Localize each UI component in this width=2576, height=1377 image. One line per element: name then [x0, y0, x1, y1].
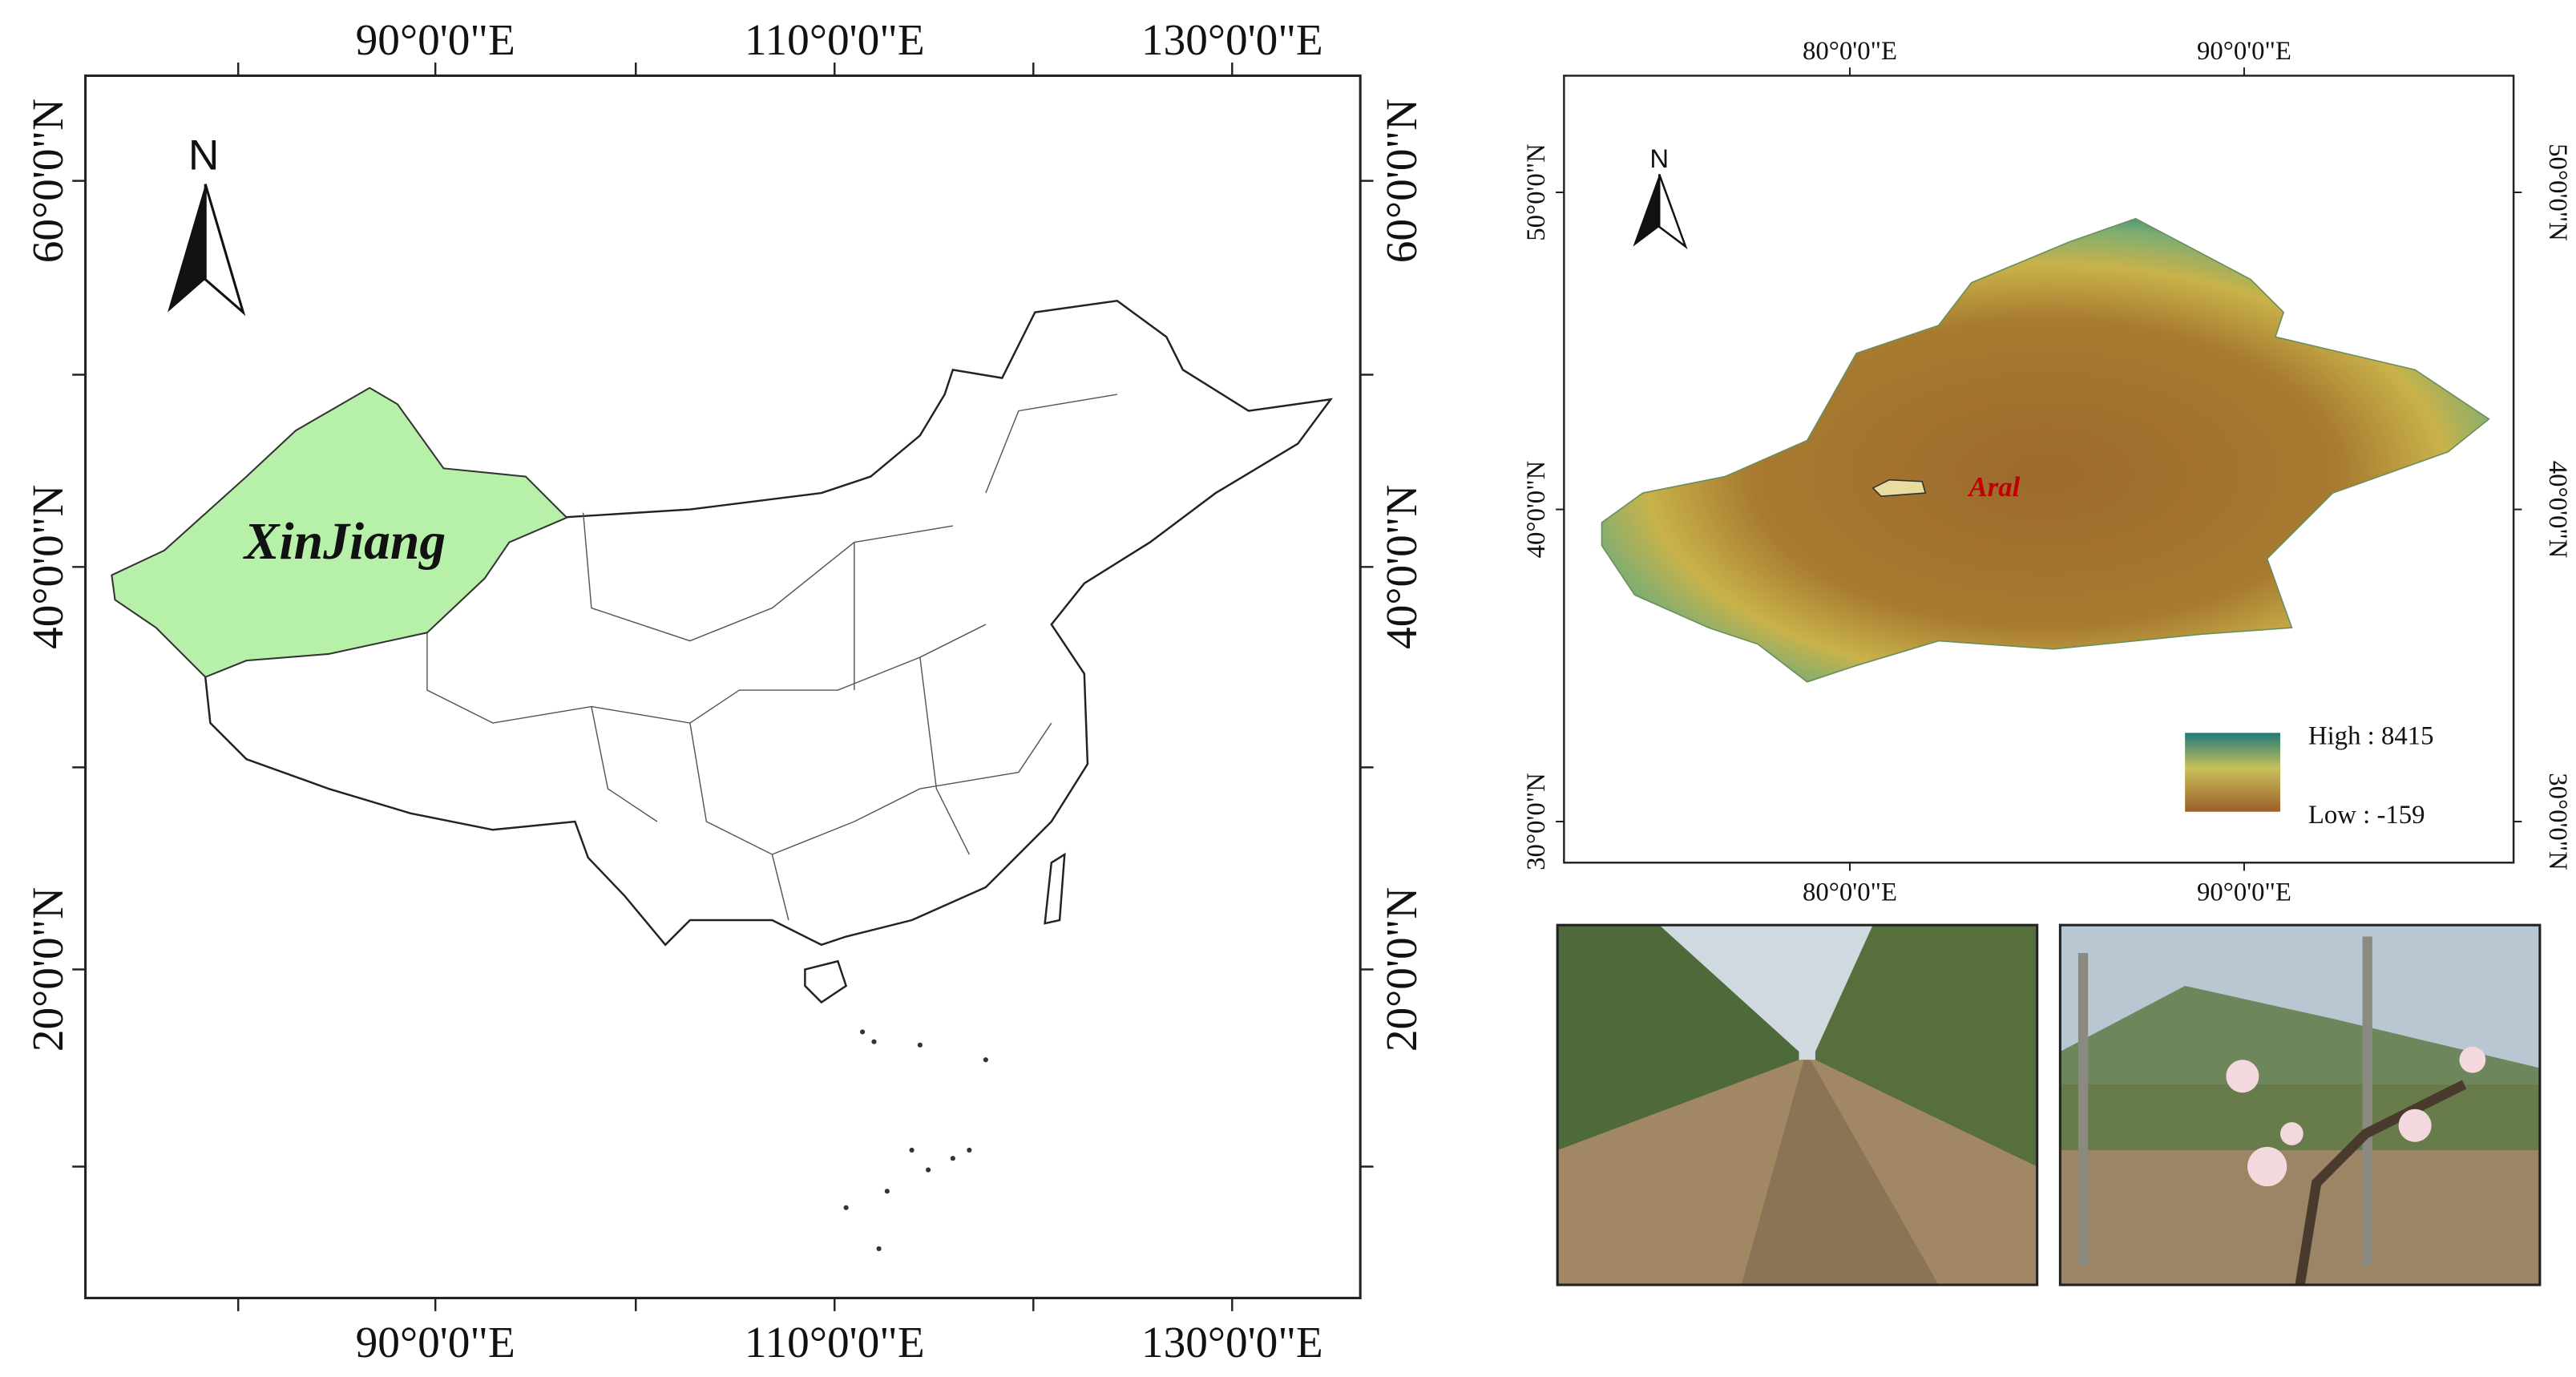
photo-frame [2058, 923, 2542, 1286]
china-map: 90°0'0"E 110°0'0"E 130°0'0"E 90°0'0"E 11… [23, 15, 1426, 1367]
site-label: Aral [1967, 471, 2020, 503]
lat-label: 40°0'0"N [1522, 461, 1551, 559]
aral-site [1871, 479, 1927, 498]
lat-label: 40°0'0"N [1377, 485, 1426, 649]
photo-path [1741, 1060, 1939, 1286]
xinjiang-region [111, 386, 568, 678]
lat-label: 40°0'0"N [2543, 461, 2572, 559]
lon-label: 130°0'0"E [1141, 1318, 1323, 1367]
legend-low: Low : -159 [2308, 801, 2425, 830]
tree-row [1815, 925, 2037, 1167]
legend-ramp [2185, 733, 2281, 812]
lon-label: 130°0'0"E [1141, 15, 1323, 64]
lon-label: 110°0'0"E [745, 15, 925, 64]
region-label: XinJiang [243, 513, 446, 571]
photo-frame [1556, 923, 2039, 1286]
lat-label: 50°0'0"N [1522, 143, 1551, 241]
blossom-photo [2058, 923, 2542, 1286]
orchard-photo [1556, 923, 2039, 1286]
lat-label: 20°0'0"N [1377, 887, 1426, 1052]
lat-label: 20°0'0"N [23, 887, 72, 1052]
map-frame [84, 74, 1362, 1299]
photo-post [2362, 936, 2372, 1266]
south-sea-islands [843, 1029, 988, 1252]
lat-label: 30°0'0"N [1522, 773, 1551, 870]
photo-blossoms [2226, 1046, 2486, 1187]
legend-high: High : 8415 [2308, 722, 2434, 751]
lon-label: 80°0'0"E [1803, 37, 1897, 66]
dem-relief [1601, 217, 2490, 683]
frame-ticks [1556, 67, 2522, 871]
north-label: N [188, 131, 219, 179]
lon-label: 110°0'0"E [745, 1318, 925, 1367]
lon-label: 90°0'0"E [356, 15, 515, 64]
north-arrow [204, 184, 246, 317]
lat-label: 50°0'0"N [2543, 143, 2572, 241]
north-arrow [1658, 174, 1688, 250]
lat-label: 60°0'0"N [23, 99, 72, 263]
tree-row [1557, 925, 1799, 1150]
photo-post [2077, 953, 2089, 1266]
frame-ticks [72, 63, 1374, 1311]
lon-label: 90°0'0"E [2197, 37, 2291, 66]
taiwan [1044, 852, 1066, 925]
lat-label: 60°0'0"N [1377, 99, 1426, 263]
province-lines [426, 394, 1117, 921]
lon-label: 90°0'0"E [356, 1318, 515, 1367]
north-label: N [1649, 143, 1669, 173]
hainan [804, 959, 848, 1004]
xinjiang-dem-map: 80°0'0"E 90°0'0"E 80°0'0"E 90°0'0"E 50°0… [1522, 37, 2572, 907]
lon-label: 90°0'0"E [2197, 878, 2291, 907]
lat-label: 30°0'0"N [2543, 773, 2572, 870]
lon-label: 80°0'0"E [1803, 878, 1897, 907]
lat-label: 40°0'0"N [23, 485, 72, 649]
china-border [204, 299, 1334, 947]
